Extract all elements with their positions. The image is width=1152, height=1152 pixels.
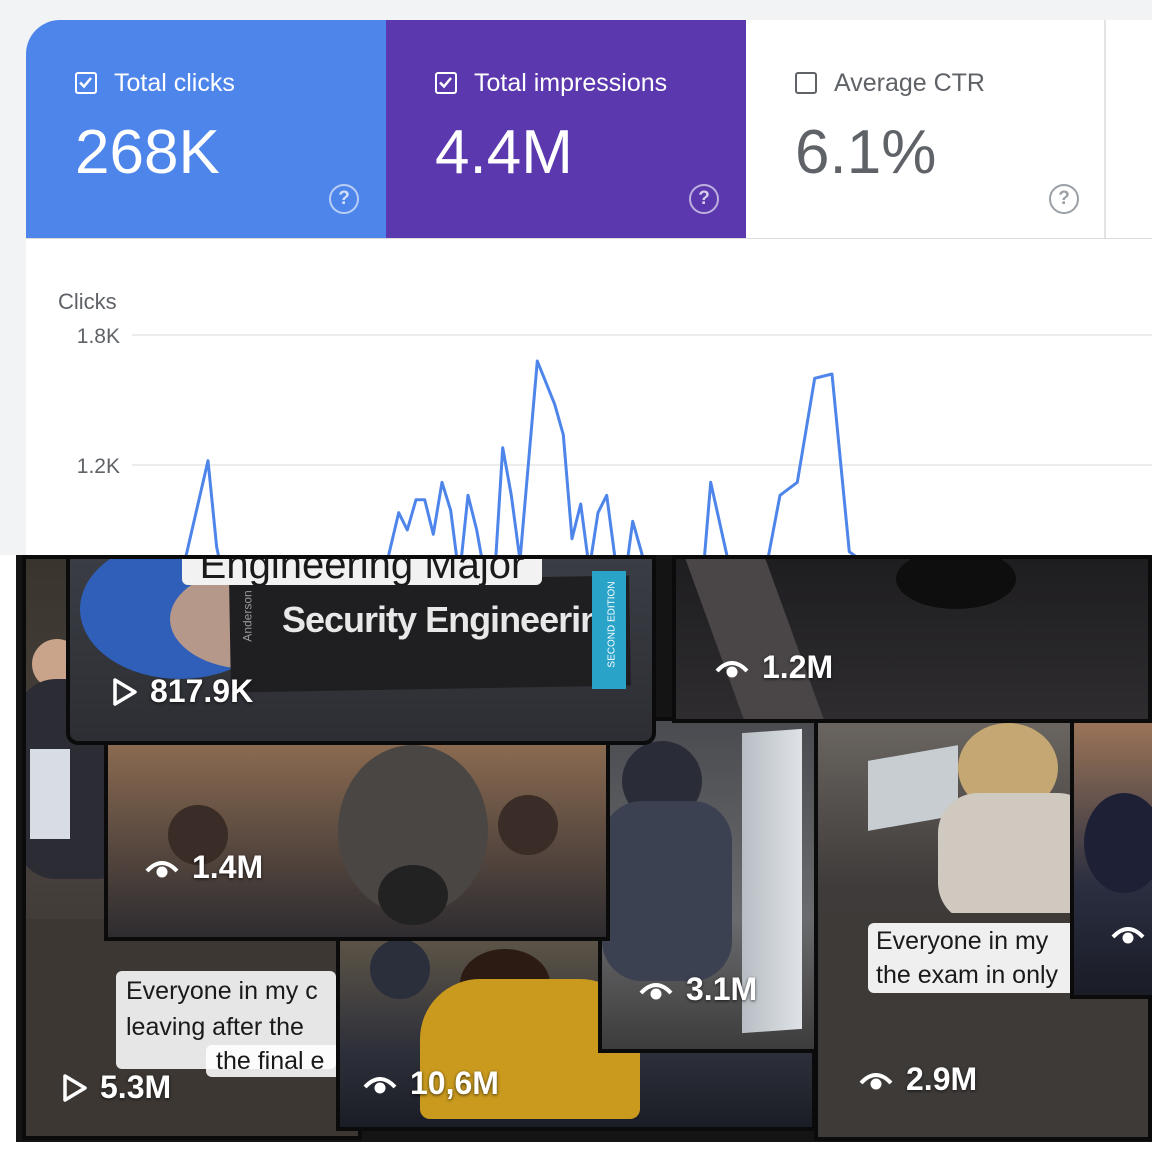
caption-line: the final e (216, 1047, 325, 1075)
student-head (168, 805, 228, 865)
check-icon (79, 77, 92, 89)
video-caption: the final e (206, 1045, 358, 1077)
student-head (370, 939, 430, 999)
book-edition-label: SECOND EDITION (606, 581, 618, 668)
total-clicks-checkbox[interactable] (75, 72, 97, 94)
total-clicks-value: 268K (75, 118, 220, 187)
video-tile-top-right[interactable]: 1.2M (672, 555, 1152, 723)
view-count: 3.1M (638, 971, 757, 1008)
play-icon (63, 1073, 87, 1102)
video-tile-far-right[interactable] (1070, 719, 1152, 999)
play-icon (113, 677, 137, 706)
caption-line: the exam in only (876, 961, 1059, 989)
bag (896, 559, 1016, 609)
total-impressions-value: 4.4M (435, 118, 573, 187)
caption-line: leaving after the (126, 1013, 304, 1041)
chart-canvas: Clicks 1.8K 1.2K (58, 289, 1152, 555)
help-icon[interactable]: ? (329, 184, 359, 214)
view-count: 5.3M (62, 1069, 171, 1106)
average-ctr-checkbox[interactable] (795, 72, 817, 94)
student-body (602, 801, 732, 981)
average-ctr-card[interactable]: Average CTR 6.1% ? (746, 20, 1106, 238)
series-line-clicks (184, 359, 857, 555)
check-icon (439, 77, 452, 89)
average-ctr-value: 6.1% (795, 118, 937, 187)
eye-icon (1111, 927, 1145, 944)
eye-icon (145, 860, 179, 877)
eye-icon (859, 1072, 893, 1089)
video-caption: Engineering Major (182, 555, 542, 585)
view-count: 2.9M (858, 1061, 977, 1098)
laptop-screen (30, 749, 70, 839)
view-count-value: 2.9M (906, 1061, 978, 1097)
view-count-value: 817.9K (150, 673, 254, 709)
video-tile-lecture-mid[interactable]: 1.4M (104, 741, 610, 941)
metric-cards: Total clicks 268K ? Total impressions 4.… (26, 20, 1152, 239)
student-head (498, 795, 558, 855)
y-tick-label: 1.2K (77, 455, 120, 478)
view-count-value: 10,6M (410, 1065, 499, 1101)
total-impressions-label: Total impressions (474, 69, 668, 97)
view-count: 1.4M (144, 849, 263, 886)
performance-chart: Clicks 1.8K 1.2K (26, 239, 1152, 555)
y-axis-label: Clicks (58, 289, 117, 314)
video-tile-laptop[interactable]: 3.1M (598, 717, 818, 1053)
eye-icon (715, 660, 749, 677)
view-count: 10,6M (362, 1065, 499, 1102)
search-console-performance: Total clicks 268K ? Total impressions 4.… (0, 0, 1152, 555)
video-caption: Everyone in my the exam in only (868, 923, 1078, 993)
video-tile-security-engineering[interactable]: Anderson Security Engineering SECOND EDI… (66, 555, 656, 745)
caption-line: Everyone in my c (126, 977, 318, 1005)
eye-icon (639, 982, 673, 999)
desk (685, 559, 827, 719)
view-count-value: 3.1M (686, 971, 758, 1007)
view-count (1110, 919, 1146, 949)
caption-line: Everyone in my (876, 927, 1049, 955)
view-count: 817.9K (112, 673, 253, 710)
help-icon[interactable]: ? (1049, 184, 1079, 214)
y-tick-label: 1.8K (77, 325, 120, 348)
view-count-value: 1.4M (192, 849, 264, 885)
student-head (1084, 793, 1152, 893)
average-ctr-label: Average CTR (834, 69, 985, 97)
view-count-value: 1.2M (762, 649, 834, 685)
book-title: Security Engineering (282, 599, 623, 640)
help-icon[interactable]: ? (689, 184, 719, 214)
hair-clip (378, 865, 448, 925)
book-author: Anderson (240, 590, 255, 642)
view-count: 1.2M (714, 649, 833, 686)
total-clicks-card[interactable]: Total clicks 268K ? (26, 20, 386, 238)
book-edition (592, 571, 626, 689)
total-impressions-card[interactable]: Total impressions 4.4M ? (386, 20, 746, 238)
caption-line: Engineering Major (199, 555, 525, 585)
tiktok-collage: Everyone in my c leaving after the the f… (0, 555, 1152, 1152)
total-impressions-checkbox[interactable] (435, 72, 457, 94)
view-count-value: 5.3M (100, 1069, 172, 1105)
total-clicks-label: Total clicks (114, 69, 235, 97)
eye-icon (363, 1076, 397, 1093)
